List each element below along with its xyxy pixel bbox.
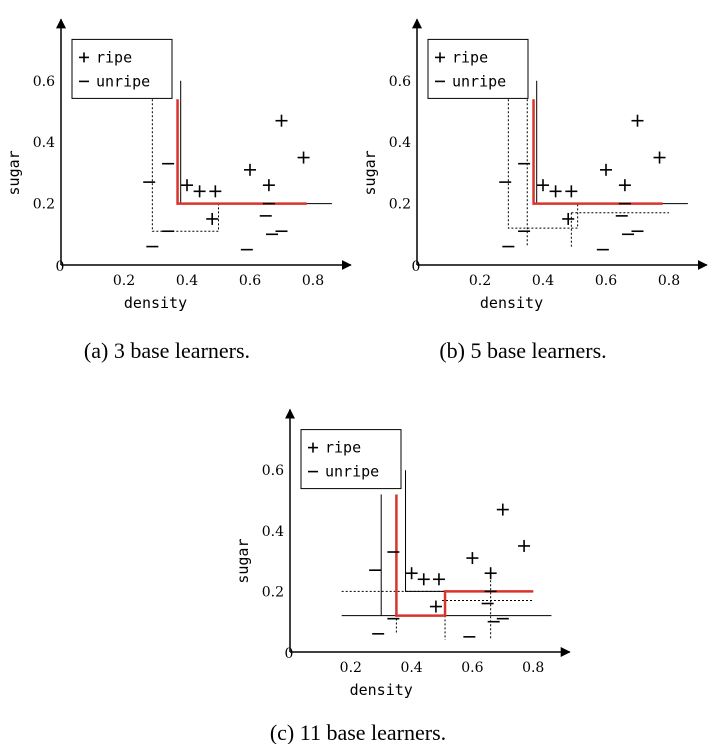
x-tick-label: 0.4 xyxy=(532,273,554,289)
point xyxy=(518,539,531,552)
y-tick-label: 0.2 xyxy=(389,197,411,213)
point xyxy=(618,179,631,192)
x-tick-label: 0.4 xyxy=(176,273,198,289)
panel: 0 0.2 0.4 0.6 0.8 0.2 0.4 0.6 density sugar ripe un… xyxy=(361,18,708,363)
y-tick-label: 0.4 xyxy=(389,135,411,151)
point xyxy=(565,185,578,198)
point xyxy=(484,567,497,580)
legend-box xyxy=(71,38,173,99)
legend-box xyxy=(300,429,402,490)
x-tick-label: 0.8 xyxy=(522,660,544,676)
x-tick-label: 0.2 xyxy=(113,273,135,289)
point xyxy=(417,573,430,586)
point xyxy=(562,212,575,225)
point xyxy=(275,114,288,127)
legend-label: ripe xyxy=(452,48,488,66)
point xyxy=(429,600,442,613)
y-axis-label: sugar xyxy=(5,150,23,195)
panel: 0 0.2 0.4 0.6 0.8 0.2 0.4 0.6 density sugar ripe un… xyxy=(234,408,571,744)
point xyxy=(432,573,445,586)
legend-label: ripe xyxy=(325,439,361,457)
x-tick-label: 0 xyxy=(285,646,294,662)
y-tick-label: 0.4 xyxy=(262,524,284,540)
point xyxy=(631,114,644,127)
decision-boundary xyxy=(536,80,688,205)
decision-boundary xyxy=(180,80,332,205)
x-tick-label: 0 xyxy=(412,259,421,275)
decision-boundary xyxy=(395,494,534,617)
point xyxy=(549,185,562,198)
point xyxy=(496,503,509,516)
caption: (b) 5 base learners. xyxy=(439,338,606,363)
decision-boundary xyxy=(532,99,663,205)
legend-label: unripe xyxy=(325,463,379,481)
decision-boundary xyxy=(176,99,307,205)
legend: ripe unripe xyxy=(300,429,402,490)
x-tick-label: 0.6 xyxy=(595,273,617,289)
x-tick-label: 0 xyxy=(56,259,65,275)
decision-boundary xyxy=(507,99,579,229)
y-tick-label: 0.2 xyxy=(33,197,55,213)
legend-label: ripe xyxy=(96,48,132,66)
legend: ripe unripe xyxy=(427,38,529,99)
y-tick-label: 0.4 xyxy=(33,135,55,151)
legend-box xyxy=(427,38,529,99)
y-axis-label: sugar xyxy=(361,150,379,195)
point xyxy=(181,179,193,192)
point xyxy=(600,163,612,176)
x-axis-label: density xyxy=(480,294,543,312)
point xyxy=(537,179,549,192)
panel: 0 0.2 0.4 0.6 0.8 0.2 0.4 0.6 density sugar ripe un… xyxy=(5,18,352,363)
x-tick-label: 0.6 xyxy=(461,660,483,676)
point xyxy=(244,163,256,176)
point xyxy=(193,185,206,198)
decision-boundary xyxy=(405,470,534,592)
point xyxy=(405,567,418,580)
x-tick-label: 0.8 xyxy=(302,273,324,289)
point xyxy=(206,212,219,225)
x-tick-label: 0.2 xyxy=(340,660,362,676)
x-axis-label: density xyxy=(124,294,187,312)
x-tick-label: 0.8 xyxy=(658,273,680,289)
x-axis-label: density xyxy=(350,681,413,699)
point xyxy=(297,151,310,164)
decision-boundary xyxy=(151,99,219,232)
y-tick-label: 0.6 xyxy=(33,74,55,90)
legend: ripe unripe xyxy=(71,38,173,99)
y-axis-label: sugar xyxy=(234,539,252,584)
x-tick-label: 0.4 xyxy=(400,660,422,676)
point xyxy=(653,151,666,164)
legend-label: unripe xyxy=(452,72,506,90)
point xyxy=(209,185,222,198)
y-tick-label: 0.6 xyxy=(262,463,284,479)
caption: (c) 11 base learners. xyxy=(270,720,446,744)
x-tick-label: 0.6 xyxy=(239,273,261,289)
x-tick-label: 0.2 xyxy=(469,273,491,289)
y-tick-label: 0.2 xyxy=(262,584,284,600)
point xyxy=(466,552,479,565)
caption: (a) 3 base learners. xyxy=(84,338,250,363)
y-tick-label: 0.6 xyxy=(389,74,411,90)
point xyxy=(262,179,275,192)
legend-label: unripe xyxy=(96,72,150,90)
